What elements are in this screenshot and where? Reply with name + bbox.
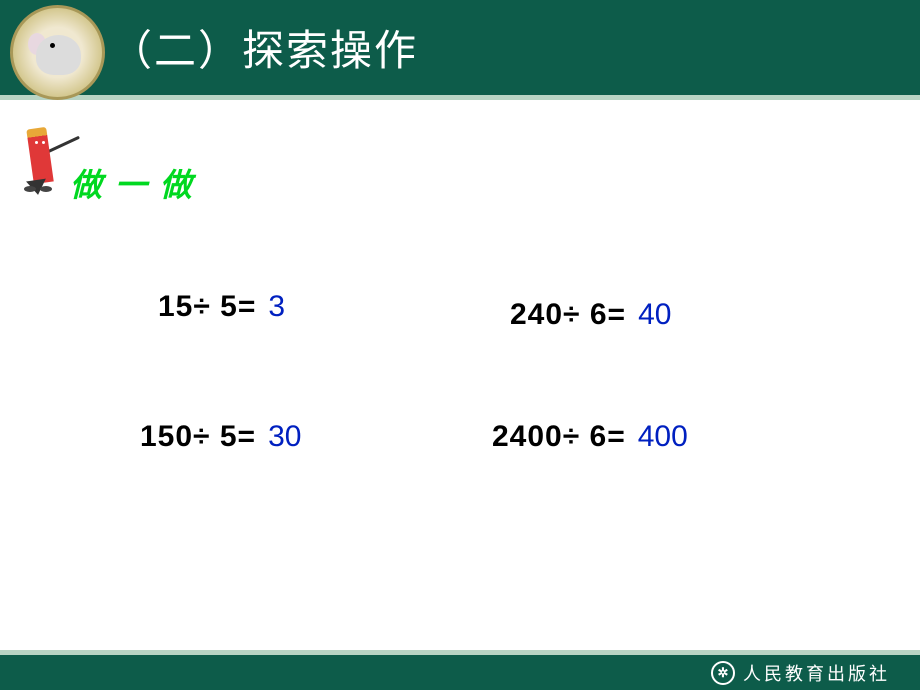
equation-expression: 15÷ 5= [158,290,256,324]
equation-answer: 400 [638,420,688,454]
equation-expression: 240÷ 6= [510,298,626,332]
equation-row: 2400÷ 6= 400 [492,420,688,454]
slide-title: （二）探索操作 [110,17,418,78]
publisher-logo: ✲ 人民教育出版社 [711,660,890,686]
equation-row: 240÷ 6= 40 [510,298,671,332]
equation-expression: 150÷ 5= [140,420,256,454]
logo-badge [10,5,105,100]
slide-header: （二）探索操作 [0,0,920,100]
equation-row: 150÷ 5= 30 [140,420,301,454]
exercise-subtitle: 做 一 做 [70,160,194,206]
equation-expression: 2400÷ 6= [492,420,626,454]
publisher-name: 人民教育出版社 [743,660,890,686]
equation-answer: 30 [268,420,301,454]
elephant-icon [28,25,88,80]
slide-content: 做 一 做 15÷ 5= 3 240÷ 6= 40 150÷ 5= 30 240… [0,100,920,140]
equation-answer: 40 [638,298,671,332]
equation-row: 15÷ 5= 3 [158,290,285,324]
publisher-icon: ✲ [711,661,735,685]
equation-answer: 3 [268,290,285,324]
slide-footer: ✲ 人民教育出版社 [0,650,920,690]
